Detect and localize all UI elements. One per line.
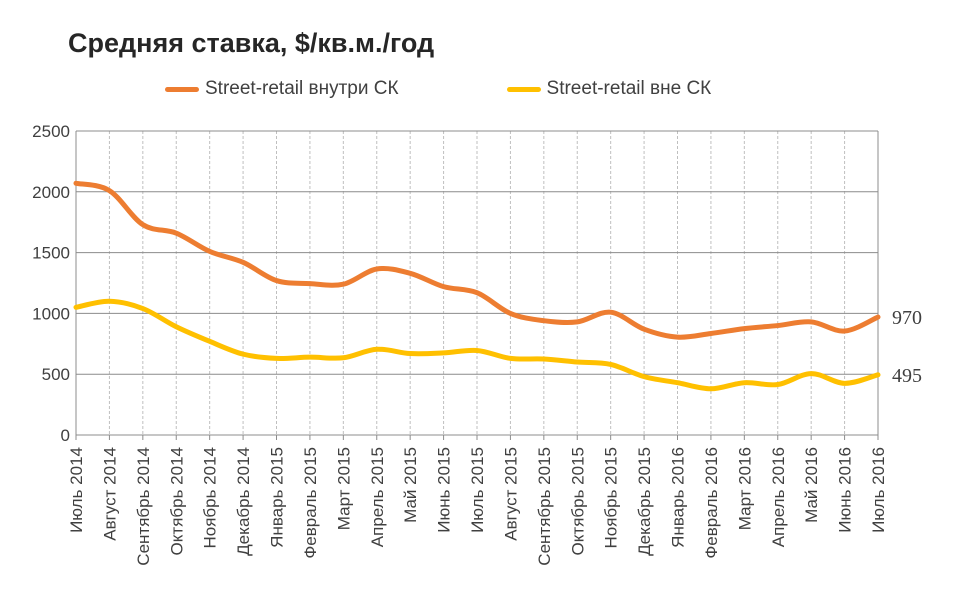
chart-legend: Street-retail внутри СК Street-retail вн… (165, 78, 819, 100)
x-tick-label: Сентябрь 2015 (535, 447, 554, 566)
x-tick-label: Март 2015 (334, 447, 353, 530)
x-tick-label: Июль 2014 (67, 447, 86, 533)
x-tick-label: Декабрь 2015 (635, 447, 654, 556)
end-value-label-0: 970 (892, 307, 922, 329)
x-tick-label: Январь 2016 (669, 447, 688, 548)
end-value-label-1: 495 (892, 365, 922, 387)
y-tick-label: 1000 (32, 304, 70, 323)
x-tick-label: Июнь 2016 (836, 447, 855, 533)
x-tick-label: Июнь 2015 (435, 447, 454, 533)
x-tick-label: Август 2014 (100, 447, 119, 541)
x-tick-label: Ноябрь 2014 (201, 447, 220, 549)
x-tick-label: Октябрь 2015 (568, 447, 587, 555)
x-tick-label: Апрель 2015 (368, 447, 387, 547)
x-tick-label: Июль 2015 (468, 447, 487, 533)
x-tick-label: Июль 2016 (869, 447, 888, 533)
x-tick-label: Февраль 2016 (702, 447, 721, 559)
chart-title: Средняя ставка, $/кв.м./год (68, 28, 435, 58)
legend-item-inside: Street-retail внутри СК (165, 78, 399, 100)
x-tick-label: Январь 2015 (268, 447, 287, 548)
y-tick-label: 500 (42, 365, 70, 384)
x-tick-label: Март 2016 (735, 447, 754, 530)
x-tick-label: Ноябрь 2015 (602, 447, 621, 549)
legend-label-outside: Street-retail вне СК (546, 78, 712, 99)
series-line-1 (73, 298, 881, 392)
x-tick-label: Апрель 2016 (769, 447, 788, 547)
x-tick-label: Сентябрь 2014 (134, 447, 153, 566)
legend-swatch-outside (506, 86, 541, 92)
y-tick-label: 2000 (32, 183, 70, 202)
y-tick-label: 1500 (32, 244, 70, 263)
x-tick-label: Май 2015 (401, 447, 420, 523)
x-tick-label: Декабрь 2014 (234, 447, 253, 556)
y-tick-label: 0 (61, 426, 70, 445)
y-tick-label: 2500 (32, 122, 70, 141)
legend-item-outside: Street-retail вне СК (506, 78, 712, 100)
x-tick-label: Август 2015 (501, 447, 520, 541)
legend-label-inside: Street-retail внутри СК (205, 78, 399, 99)
x-tick-label: Май 2016 (802, 447, 821, 523)
legend-swatch-inside (165, 86, 199, 92)
x-tick-label: Октябрь 2014 (167, 447, 186, 555)
x-tick-label: Февраль 2015 (301, 447, 320, 559)
